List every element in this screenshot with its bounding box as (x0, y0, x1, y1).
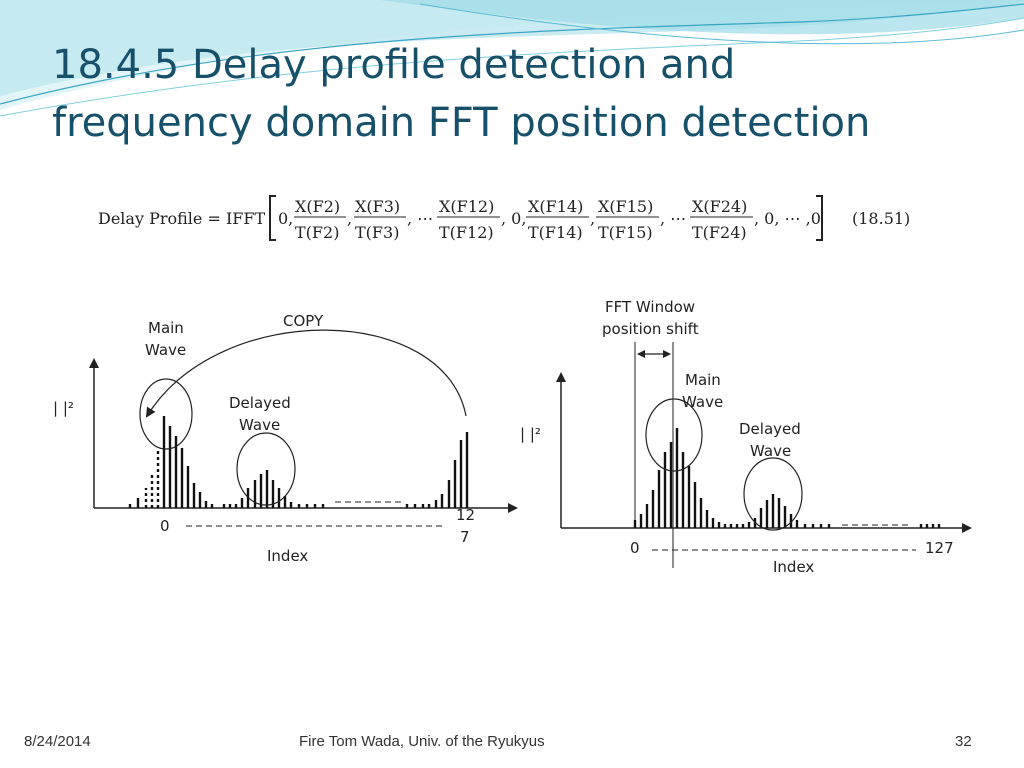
left-x-label: Index (267, 547, 308, 565)
left-x-start: 0 (160, 517, 170, 535)
formula-left-bracket (269, 195, 276, 241)
footer-author: Fire Tom Wada, Univ. of the Ryukyus (299, 733, 545, 750)
formula-term-2-num: X(F3) (355, 197, 400, 216)
slide-title: 18.4.5 Delay profile detection and frequ… (52, 36, 992, 152)
right-x-end: 127 (925, 539, 954, 557)
right-main-wave-circle (645, 398, 703, 472)
right-x-start: 0 (630, 539, 640, 557)
formula-dots-1: , ⋯ (407, 209, 433, 228)
figure-delay-profile-copy: | |² Main Wave COPY Delayed Wave 0 12 7 … (50, 304, 520, 572)
footer-page-number: 32 (955, 733, 972, 750)
formula-term-4-num: X(F14) (528, 197, 583, 216)
formula-term-5-den: T(F15) (598, 223, 653, 242)
left-x-end-line1: 12 (456, 506, 475, 524)
right-shift-label-line2: position shift (602, 320, 699, 338)
right-main-wave-line2: Wave (682, 393, 723, 411)
left-delayed-wave-circle (236, 432, 296, 506)
delay-profile-formula: Delay Profile = IFFT 0, X(F2) T(F2) , X(… (98, 195, 910, 242)
left-x-end-line2: 7 (460, 528, 470, 546)
formula-sep-2: , (590, 209, 595, 228)
right-main-wave-line1: Main (685, 371, 721, 389)
formula-tail: , 0, ⋯ ,0 (754, 209, 821, 228)
formula-term-5-num: X(F15) (598, 197, 653, 216)
wave-line-2 (0, 17, 1024, 117)
left-copy-label: COPY (283, 312, 324, 330)
title-line-2: frequency domain FFT position detection (52, 100, 871, 146)
formula-open: 0, (278, 209, 293, 228)
left-delayed-wave-line1: Delayed (229, 394, 291, 412)
left-main-wave-line1: Main (148, 319, 184, 337)
figure-fft-window-shift: FFT Window position shift | |² Main Wave… (520, 292, 974, 580)
formula-term-4-den: T(F14) (528, 223, 583, 242)
formula-mid-zero: , 0, (501, 209, 526, 228)
wave-line-3 (419, 3, 1024, 45)
header-wave-decoration (0, 0, 1024, 117)
right-profile-bars (633, 428, 941, 528)
title-line-1: 18.4.5 Delay profile detection and (52, 42, 736, 88)
formula-right-bracket (816, 195, 823, 241)
wave-line-1 (0, 3, 1024, 105)
left-y-label: | |² (53, 399, 74, 417)
left-copy-arrow (145, 329, 467, 418)
right-y-label: | |² (520, 425, 541, 443)
formula-dots-2: , ⋯ (660, 209, 686, 228)
right-delayed-wave-circle (743, 457, 803, 531)
right-shift-label-line1: FFT Window (605, 298, 695, 316)
formula-term-6-den: T(F24) (692, 223, 747, 242)
right-x-label: Index (773, 558, 814, 576)
formula-term-3-num: X(F12) (439, 197, 494, 216)
left-main-wave-circle (139, 378, 193, 450)
left-profile-bars (128, 416, 469, 508)
formula-lhs: Delay Profile = IFFT (98, 209, 265, 228)
right-delayed-wave-line1: Delayed (739, 420, 801, 438)
left-delayed-wave-line2: Wave (239, 416, 280, 434)
formula-term-1-den: T(F2) (295, 223, 339, 242)
formula-equation-number: (18.51) (852, 209, 910, 228)
footer-date: 8/24/2014 (24, 733, 91, 750)
formula-term-6-num: X(F24) (692, 197, 747, 216)
formula-term-3-den: T(F12) (439, 223, 494, 242)
formula-term-2-den: T(F3) (355, 223, 399, 242)
formula-term-1-num: X(F2) (295, 197, 340, 216)
formula-sep-1: , (347, 209, 352, 228)
wave-band-top (380, 0, 1024, 35)
right-delayed-wave-line2: Wave (750, 442, 791, 460)
left-main-wave-line2: Wave (145, 341, 186, 359)
